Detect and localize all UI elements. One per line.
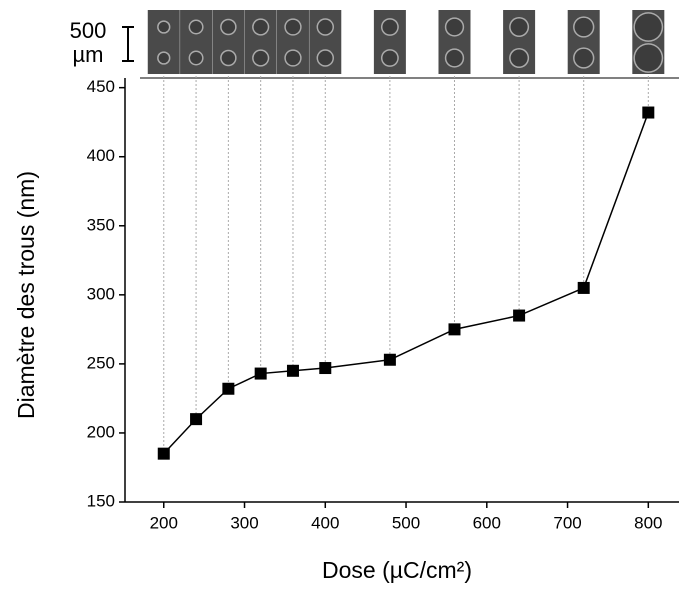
x-tick-label: 200: [150, 513, 178, 532]
y-tick-label: 450: [87, 77, 115, 96]
x-axis-label: Dose (µC/cm²): [322, 557, 472, 583]
sem-image: [276, 10, 309, 74]
scale-bar: [122, 26, 134, 62]
sem-hole: [190, 21, 203, 33]
sem-hole: [285, 50, 301, 66]
sem-hole: [285, 19, 301, 35]
y-tick-label: 250: [87, 353, 115, 372]
data-point: [513, 309, 526, 322]
sem-image: [632, 10, 665, 74]
sem-image: [567, 10, 600, 74]
sem-hole: [158, 52, 169, 64]
data-line: [163, 112, 650, 455]
sem-hole: [158, 21, 169, 33]
sem-image: [309, 10, 342, 74]
y-tick-label: 150: [87, 491, 115, 510]
scale-label: 500 µm: [70, 18, 107, 67]
data-point: [254, 367, 267, 380]
sem-image: [373, 10, 406, 74]
sem-hole: [510, 18, 528, 36]
sem-hole: [382, 19, 398, 35]
sem-hole: [221, 51, 236, 65]
sem-hole: [221, 20, 236, 34]
sem-hole: [318, 19, 333, 35]
sem-hole: [253, 19, 268, 35]
sem-image: [180, 10, 213, 74]
sem-hole: [634, 13, 662, 41]
sem-image: [438, 10, 471, 74]
data-point: [383, 353, 396, 366]
sem-hole: [574, 17, 593, 37]
data-point: [190, 413, 203, 426]
sem-hole: [446, 49, 463, 67]
sem-hole: [446, 18, 463, 36]
data-point: [222, 382, 235, 395]
y-tick-label: 400: [87, 146, 115, 165]
sem-hole: [318, 50, 333, 66]
y-tick-label: 350: [87, 215, 115, 234]
data-point: [577, 281, 590, 294]
y-tick-label: 300: [87, 284, 115, 303]
sem-hole: [634, 44, 662, 72]
x-tick-label: 500: [392, 513, 420, 532]
data-point: [319, 362, 332, 375]
x-tick-label: 400: [311, 513, 339, 532]
sem-hole: [574, 48, 593, 68]
sem-image: [244, 10, 277, 74]
sem-hole: [510, 49, 528, 67]
sem-hole: [382, 50, 398, 66]
data-point: [157, 447, 170, 460]
data-point: [448, 323, 461, 336]
sem-image: [147, 10, 180, 74]
data-point: [286, 364, 299, 377]
sem-hole: [253, 50, 268, 66]
sem-image: [212, 10, 245, 74]
sem-image: [503, 10, 536, 74]
x-tick-label: 600: [473, 513, 501, 532]
y-tick-label: 200: [87, 422, 115, 441]
x-tick-label: 300: [230, 513, 258, 532]
sem-hole: [190, 52, 203, 64]
x-tick-label: 700: [553, 513, 581, 532]
data-point: [642, 106, 655, 119]
y-axis-label: Diamètre des trous (nm): [13, 171, 39, 419]
x-tick-label: 800: [634, 513, 662, 532]
